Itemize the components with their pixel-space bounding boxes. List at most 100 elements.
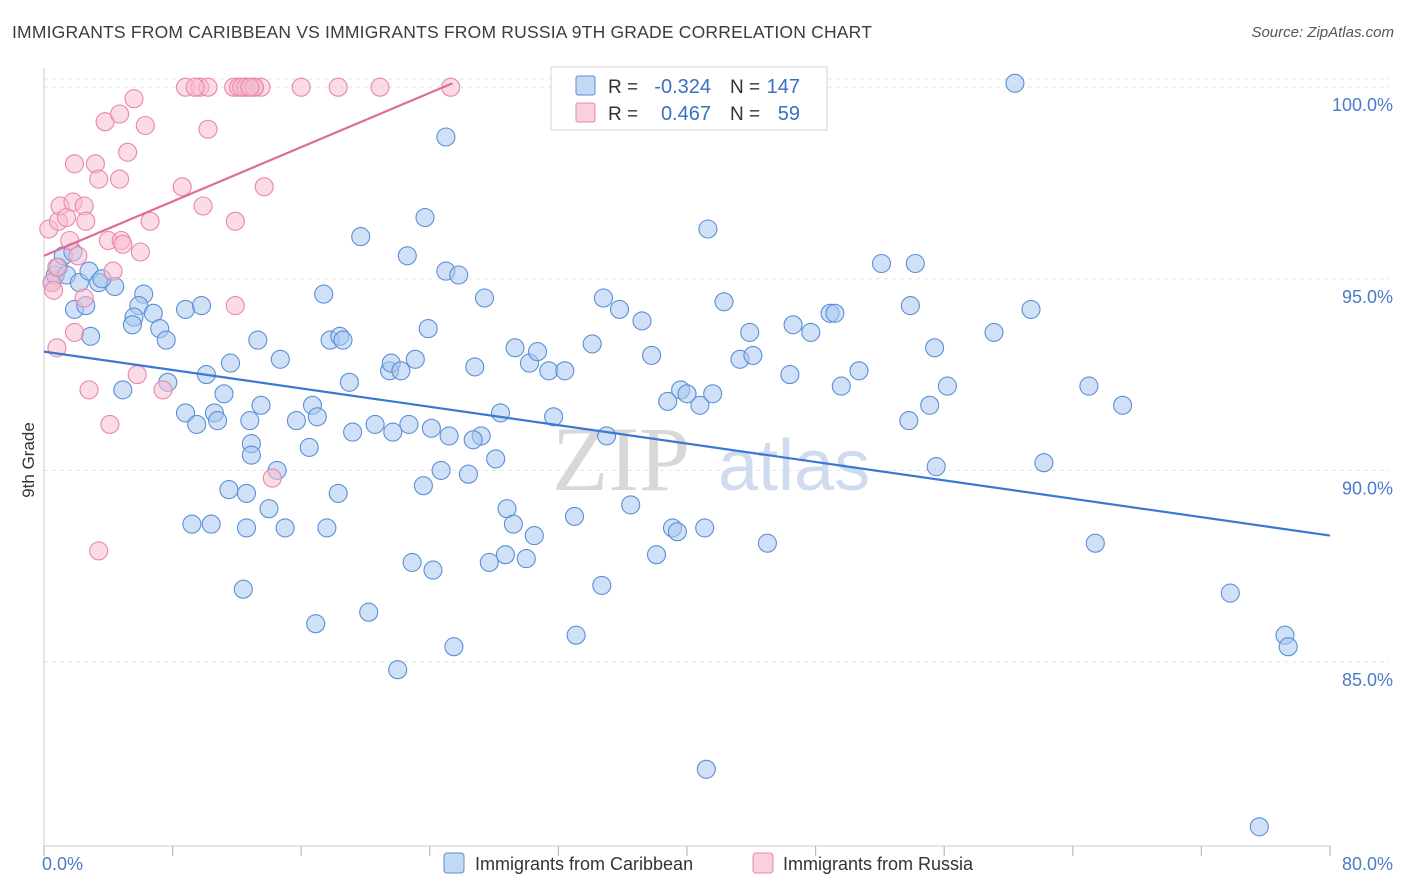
point-caribbean bbox=[582, 334, 602, 354]
point-caribbean bbox=[113, 380, 133, 400]
point-caribbean bbox=[191, 296, 212, 316]
point-caribbean bbox=[241, 445, 261, 465]
point-russia bbox=[124, 89, 144, 109]
point-caribbean bbox=[270, 349, 290, 369]
point-caribbean bbox=[415, 207, 435, 228]
point-caribbean bbox=[593, 288, 613, 308]
y-tick-labels: 85.0% 90.0% 95.0% 100.0% bbox=[1332, 95, 1393, 690]
point-caribbean bbox=[251, 395, 271, 415]
point-caribbean bbox=[900, 296, 920, 316]
point-caribbean bbox=[646, 545, 667, 565]
point-russia bbox=[47, 257, 67, 277]
point-caribbean bbox=[339, 372, 359, 392]
point-russia bbox=[89, 169, 109, 189]
point-caribbean bbox=[431, 460, 451, 480]
point-caribbean bbox=[391, 361, 411, 381]
point-caribbean bbox=[1085, 533, 1105, 553]
point-caribbean bbox=[439, 426, 459, 446]
point-caribbean bbox=[1278, 637, 1298, 657]
point-caribbean bbox=[899, 411, 919, 431]
point-caribbean bbox=[849, 361, 869, 381]
source-credit: Source: ZipAtlas.com bbox=[1251, 24, 1394, 41]
point-russia bbox=[68, 246, 88, 266]
point-russia bbox=[79, 380, 99, 400]
point-caribbean bbox=[592, 575, 612, 595]
legend-swatch-russia bbox=[575, 102, 596, 123]
point-russia bbox=[172, 177, 192, 197]
point-caribbean bbox=[474, 288, 495, 308]
point-caribbean bbox=[236, 518, 257, 538]
legend-r-value-2: 0.467 bbox=[661, 103, 711, 125]
point-caribbean bbox=[383, 422, 403, 442]
point-caribbean bbox=[871, 253, 892, 274]
point-russia bbox=[225, 296, 245, 316]
point-russia bbox=[328, 77, 348, 97]
point-caribbean bbox=[1113, 395, 1133, 415]
point-caribbean bbox=[632, 311, 652, 331]
point-caribbean bbox=[328, 483, 348, 503]
legend-r-label-2: R = bbox=[608, 104, 638, 125]
point-caribbean bbox=[609, 299, 630, 319]
point-caribbean bbox=[418, 319, 438, 339]
point-caribbean bbox=[698, 219, 718, 239]
series-legend: Immigrants from Caribbean Immigrants fro… bbox=[443, 852, 974, 874]
point-caribbean bbox=[926, 457, 946, 477]
legend-r-label-1: R = bbox=[608, 77, 638, 98]
point-russia bbox=[103, 261, 123, 281]
y-tick-label: 90.0% bbox=[1342, 478, 1393, 498]
point-caribbean bbox=[695, 518, 715, 538]
point-caribbean bbox=[479, 552, 499, 572]
point-russia bbox=[135, 115, 155, 136]
point-caribbean bbox=[465, 357, 485, 377]
series-caribbean-points bbox=[42, 73, 1298, 837]
point-caribbean bbox=[677, 384, 697, 404]
point-russia bbox=[185, 77, 205, 97]
point-caribbean bbox=[658, 391, 678, 411]
x-tick-label-min: 0.0% bbox=[42, 854, 83, 874]
x-tick-label-max: 80.0% bbox=[1342, 854, 1393, 874]
y-tick-label: 95.0% bbox=[1342, 287, 1393, 307]
point-caribbean bbox=[388, 660, 408, 680]
point-caribbean bbox=[359, 602, 379, 622]
series-legend-swatch-russia bbox=[752, 852, 774, 874]
point-russia bbox=[153, 380, 173, 400]
point-caribbean bbox=[555, 361, 575, 381]
point-russia bbox=[110, 104, 130, 124]
point-caribbean bbox=[220, 353, 241, 373]
point-caribbean bbox=[714, 292, 734, 312]
point-caribbean bbox=[333, 330, 353, 350]
point-russia bbox=[370, 77, 390, 97]
point-caribbean bbox=[490, 403, 511, 423]
point-caribbean bbox=[233, 579, 253, 599]
point-caribbean bbox=[299, 437, 319, 457]
point-russia bbox=[127, 365, 147, 385]
trendlines bbox=[43, 82, 1331, 537]
point-caribbean bbox=[597, 426, 617, 446]
stats-legend: R = -0.324 N = 147 R = 0.467 N = 59 bbox=[550, 66, 828, 131]
legend-n-label-2: N = bbox=[730, 104, 760, 125]
point-caribbean bbox=[314, 284, 334, 304]
point-caribbean bbox=[667, 522, 687, 542]
point-caribbean bbox=[825, 303, 845, 323]
point-caribbean bbox=[219, 480, 239, 500]
legend-swatch-caribbean bbox=[575, 75, 596, 96]
point-caribbean bbox=[516, 549, 536, 569]
point-caribbean bbox=[444, 637, 464, 657]
point-russia bbox=[76, 211, 96, 231]
point-caribbean bbox=[122, 315, 142, 335]
point-caribbean bbox=[187, 414, 207, 434]
point-caribbean bbox=[175, 403, 196, 423]
point-caribbean bbox=[984, 322, 1004, 342]
trendline-russia bbox=[43, 82, 453, 257]
point-caribbean bbox=[539, 361, 559, 381]
point-caribbean bbox=[423, 560, 443, 580]
point-russia bbox=[240, 77, 260, 97]
point-russia bbox=[254, 177, 274, 197]
point-caribbean bbox=[1034, 453, 1054, 473]
point-caribbean bbox=[1021, 299, 1041, 319]
legend-r-value-1: -0.324 bbox=[654, 76, 711, 98]
point-caribbean bbox=[365, 414, 385, 434]
point-caribbean bbox=[937, 376, 957, 396]
point-russia bbox=[291, 77, 311, 97]
